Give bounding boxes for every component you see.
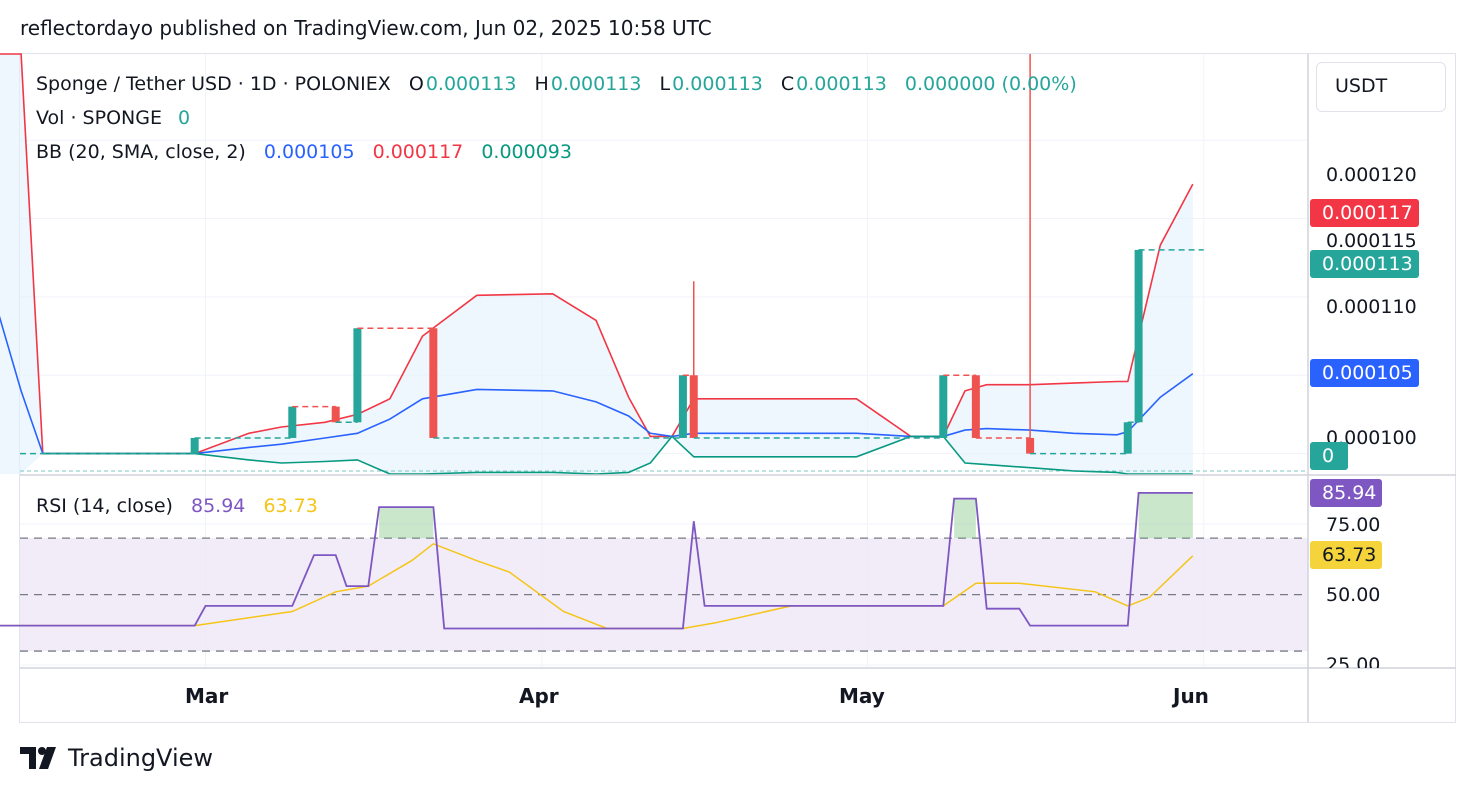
bb-basis-line — [0, 315, 1194, 455]
candle-body — [331, 406, 340, 423]
price-tick: 0.000110 — [1326, 296, 1417, 318]
last-price-tag: 0.000113 — [1310, 250, 1419, 278]
rsi-label[interactable]: RSI (14, close) — [36, 495, 173, 517]
candle-body — [190, 437, 199, 454]
candle-body — [1134, 249, 1143, 423]
volume-value: 0 — [178, 107, 191, 129]
indicator-lines — [0, 53, 1194, 630]
bb-upper-value: 0.000117 — [372, 141, 464, 163]
open-label: O — [408, 73, 424, 95]
volume-label[interactable]: Vol · SPONGE — [36, 107, 162, 129]
time-tick-jun: Jun — [1173, 684, 1209, 708]
candle-body — [939, 375, 948, 438]
candle-body — [353, 328, 362, 423]
rsi-overbought-fill — [954, 498, 976, 539]
volume-tag: 0 — [1310, 442, 1349, 470]
upper-band-tag: 0.000117 — [1310, 199, 1419, 227]
symbol-title[interactable]: Sponge / Tether USD · 1D · POLONIEX — [36, 73, 391, 95]
time-tick-mar: Mar — [185, 684, 229, 708]
high-label: H — [534, 73, 549, 95]
change-value: 0.000000 (0.00%) — [904, 73, 1077, 95]
rsi-tick: 75.00 — [1326, 514, 1381, 536]
candles — [20, 54, 1308, 472]
bb-label[interactable]: BB (20, SMA, close, 2) — [36, 141, 246, 163]
bb-lower-value: 0.000093 — [481, 141, 572, 163]
bb-lower-line — [42, 435, 1193, 475]
rsi-value: 85.94 — [190, 495, 246, 517]
rsi-tick: 25.00 — [1326, 654, 1381, 668]
close-label: C — [780, 73, 795, 95]
rsi-background — [20, 537, 1308, 652]
bollinger-fill — [0, 54, 1193, 474]
rsi-overbought-fill — [379, 507, 434, 539]
time-tick-may: May — [839, 684, 885, 708]
candle-body — [1123, 422, 1132, 454]
basis-tag: 0.000105 — [1310, 359, 1419, 387]
rsi-tag: 85.94 — [1310, 479, 1383, 507]
close-value: 0.000113 — [796, 73, 887, 95]
low-label: L — [659, 73, 671, 95]
currency-button[interactable]: USDT — [1316, 62, 1446, 112]
rsi-tick: 50.00 — [1326, 584, 1381, 606]
rsi-ma-value: 63.73 — [263, 495, 318, 517]
rsi-overbought-fill — [1138, 492, 1193, 539]
candle-body — [1026, 437, 1035, 454]
time-tick-apr: Apr — [519, 684, 559, 708]
brand-name: TradingView — [68, 744, 214, 772]
price-tick: 0.000115 — [1326, 230, 1417, 252]
bollinger-band-fill — [0, 54, 1193, 474]
brand[interactable]: TradingView — [20, 744, 213, 772]
bb-basis-value: 0.000105 — [263, 141, 355, 163]
candle-body — [429, 328, 438, 438]
candle-body — [971, 375, 980, 438]
dividers — [20, 54, 1456, 722]
published-line: reflectordayo published on TradingView.c… — [20, 16, 712, 40]
rsi-legend: RSI (14, close) 85.94 63.73 — [36, 495, 320, 517]
candle-body — [288, 406, 297, 438]
bb-upper-line — [0, 53, 1194, 455]
volume-legend: Vol · SPONGE 0 — [36, 107, 192, 129]
open-value: 0.000113 — [425, 73, 517, 95]
price-tick: 0.000120 — [1326, 164, 1417, 186]
rsi-ma-tag: 63.73 — [1310, 541, 1383, 569]
ohlc-legend: Sponge / Tether USD · 1D · POLONIEX O 0.0… — [36, 73, 1079, 95]
candle-body — [678, 375, 687, 438]
tradingview-logo-icon — [20, 747, 56, 769]
low-value: 0.000113 — [672, 73, 763, 95]
high-value: 0.000113 — [550, 73, 642, 95]
bb-legend: BB (20, SMA, close, 2) 0.000105 0.000117… — [36, 141, 574, 163]
rsi-line — [0, 492, 1193, 630]
candle-body — [689, 375, 698, 438]
price-tick: 0.000100 — [1326, 427, 1417, 449]
